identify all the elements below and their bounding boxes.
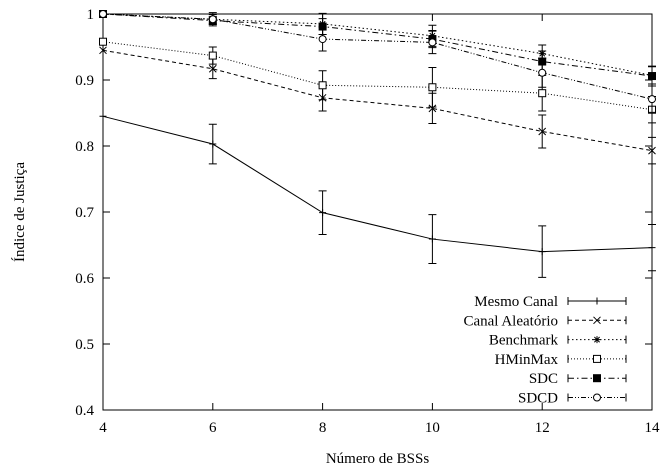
series-hminmax (99, 37, 656, 124)
series-benchmark (99, 10, 656, 85)
x-tick-label: 4 (99, 420, 107, 436)
x-tick-label: 14 (645, 420, 661, 436)
data-point (208, 15, 217, 24)
y-tick-label: 0.8 (75, 139, 94, 155)
x-tick-label: 8 (319, 420, 327, 436)
series-line (102, 13, 653, 76)
data-point (648, 72, 656, 81)
series-line (102, 49, 653, 152)
data-point (428, 104, 437, 113)
legend-label: Mesmo Canal (474, 294, 558, 310)
legend-swatch-caps (567, 393, 627, 402)
y-tick-label: 0.9 (75, 73, 94, 89)
legend-swatch-caps (567, 354, 627, 363)
data-point (319, 209, 327, 217)
series-canal-aleat-rio (99, 46, 656, 165)
series-mesmo-canal (99, 112, 656, 278)
legend-swatch-caps (567, 374, 627, 383)
data-point (99, 46, 107, 55)
data-point (538, 68, 547, 77)
y-tick-label: 1 (87, 7, 95, 23)
data-point (99, 10, 107, 18)
series-line (102, 115, 653, 253)
y-tick-label: 0.6 (75, 271, 94, 287)
data-point (99, 37, 107, 46)
x-axis-label: Número de BSSs (326, 451, 430, 467)
legend-swatch-caps (567, 316, 627, 325)
data-point (538, 248, 546, 256)
data-point (593, 336, 601, 344)
series-sdcd (99, 10, 656, 113)
data-point (648, 146, 656, 155)
y-axis: 0.4 0.5 0.6 0.7 0.8 0.9 1 (75, 7, 652, 419)
data-point (428, 235, 436, 243)
legend-label: SDCD (518, 391, 558, 407)
x-tick-label: 6 (209, 420, 217, 436)
plot-area (102, 13, 653, 411)
data-point (538, 127, 547, 136)
legend-swatch-caps (567, 297, 627, 305)
data-point (208, 64, 217, 73)
series-line (102, 13, 653, 100)
data-point (648, 244, 656, 252)
x-axis: 4 6 8 10 12 14 (99, 14, 660, 436)
plot-border (102, 13, 653, 411)
legend-label: Canal Aleatório (463, 313, 558, 329)
x-tick-label: 10 (425, 420, 440, 436)
data-point (318, 35, 327, 44)
data-point (593, 316, 601, 325)
legend: Mesmo Canal Canal Aleatório Benchmark HMinM… (463, 294, 627, 407)
data-point (209, 140, 217, 148)
series-sdc (99, 10, 656, 87)
data-point (99, 112, 107, 120)
data-point (593, 393, 601, 402)
y-axis-label: Índice de Justiça (11, 162, 28, 262)
data-point (593, 354, 601, 363)
y-tick-label: 0.5 (75, 337, 94, 353)
series-layer (99, 10, 656, 278)
y-tick-label: 0.7 (75, 205, 94, 221)
data-point (538, 89, 547, 98)
data-point (648, 95, 656, 104)
legend-swatch-caps (567, 335, 627, 344)
legend-label: Benchmark (489, 333, 559, 349)
y-tick-label: 0.4 (75, 403, 94, 419)
data-point (208, 51, 217, 60)
x-tick-label: 12 (535, 420, 550, 436)
legend-label: HMinMax (495, 352, 559, 368)
series-line (102, 41, 653, 111)
data-point (318, 81, 327, 90)
series-line (102, 13, 653, 77)
data-point (593, 297, 601, 305)
data-point (428, 38, 437, 47)
legend-label: SDC (529, 371, 558, 387)
data-point (593, 374, 601, 383)
data-point (428, 83, 437, 92)
